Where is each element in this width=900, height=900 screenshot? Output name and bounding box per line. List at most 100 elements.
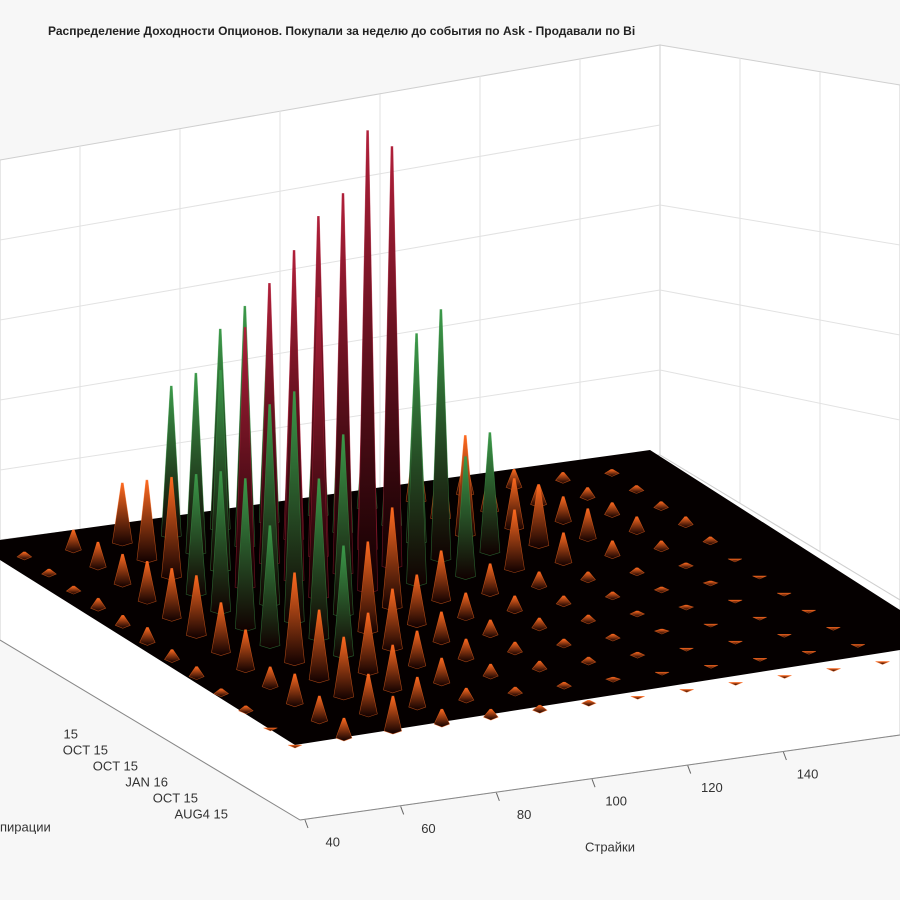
surface-spike [580,656,597,666]
surface-spike [259,525,281,649]
surface-spike [777,633,792,638]
surface-spike [728,599,743,604]
surface-spike [528,485,550,549]
x-tick [495,792,500,801]
surface-spike [530,571,548,591]
surface-spike [186,575,207,639]
wall-grid-line [0,369,661,471]
surface-spike [41,568,57,578]
surface-spike [89,541,107,571]
surface-spike [114,614,131,629]
surface-spike [653,501,669,511]
y-tick-label: 15 [64,726,78,741]
chart-title: Распределение Доходности Опционов. Покуп… [48,24,635,38]
wall-grid-line [0,204,661,321]
surface-spike [263,727,278,732]
surface-spike [90,597,107,612]
x-tick [782,751,787,761]
surface-spike [458,687,475,704]
wall-grid-line [0,289,661,401]
x-tick [687,765,692,774]
surface-spike [136,479,158,564]
surface-spike [308,609,330,684]
surface-spike [64,529,82,554]
surface-spike [678,604,695,611]
surface-spike [237,705,254,715]
surface-spike [850,644,866,648]
surface-spike [604,502,621,518]
surface-spike [653,586,670,594]
x-axis-line [299,734,900,821]
surface-spike [605,676,622,683]
y-tick-label: JAN 16 [125,774,168,789]
surface-spike [457,592,475,622]
surface-spike [504,509,525,573]
surface-spike [506,595,523,615]
surface-spike [482,619,499,639]
surface-spike [654,671,670,676]
surface-spike [580,614,597,625]
surface [16,130,890,749]
surface-spike [261,666,279,691]
surface-spike [703,623,718,628]
surface-spike [826,668,841,672]
surface-spike [433,657,451,687]
surface-spike [629,567,645,577]
surface-spike [653,628,670,635]
surface-spike [580,571,596,584]
x-tick-label: 140 [797,766,819,781]
y-tick-label: AUG4 15 [175,806,228,821]
side-wall [659,44,900,601]
surface-spike [213,688,230,698]
surface-spike [235,478,256,632]
surface-spike [752,657,768,662]
surface-spike [604,469,620,477]
surface-spike [801,609,816,614]
x-tick [400,806,405,815]
surface-spike [507,641,523,656]
surface-spike [164,649,180,663]
surface-spike [556,681,573,690]
surface-spike [554,496,572,525]
surface-spike [531,660,548,673]
surface-spike [628,485,645,494]
x-tick-label: 40 [326,834,340,849]
surface-spike [703,664,719,669]
surface-spike [431,550,451,604]
x-tick-label: 120 [701,780,723,795]
surface-spike [727,558,743,563]
x-tick-label: 100 [605,794,627,809]
surface-spike [555,472,571,484]
y-axis-label: пирации [0,819,51,834]
surface-spike [455,456,476,580]
surface-spike [406,574,427,629]
surface-spike [236,629,255,673]
surface-spike [16,551,33,561]
surface-spike [287,744,303,749]
wall-grid-line [659,289,900,336]
surface-spike [875,661,890,665]
surface-spike [357,612,379,677]
surface-spike [113,553,132,588]
surface-spike [628,516,645,535]
surface-spike [333,636,355,701]
surface-spike [580,699,597,707]
surface-spike [702,580,719,587]
surface-spike [137,560,157,605]
y-axis-line [0,639,301,821]
surface-spike [629,610,646,618]
surface-spike [383,695,403,735]
surface-spike [65,585,82,595]
surface-spike [555,595,572,608]
surface-spike [629,651,646,659]
x-tick-label: 60 [421,821,435,836]
surface-spike [678,562,694,570]
surface-spike [605,633,621,642]
surface-spike [579,487,596,501]
x-tick-label: 80 [517,807,531,822]
surface-spike [479,432,501,556]
surface-spike [728,682,743,686]
surface-spike [826,626,841,631]
